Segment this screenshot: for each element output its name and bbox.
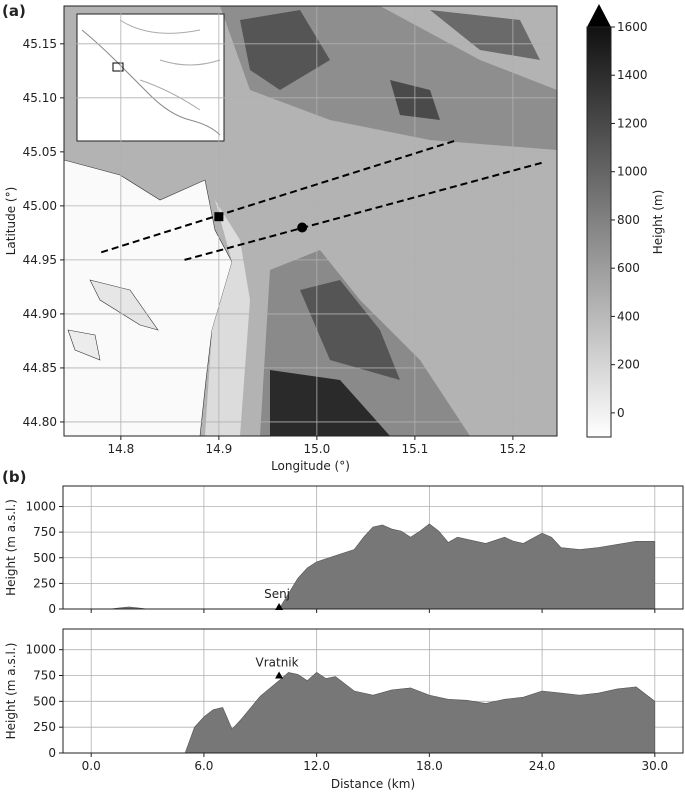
annotation: Vratnik [256, 656, 299, 670]
colorbar-tick-label: 1200 [617, 116, 648, 130]
site-marker [214, 212, 224, 222]
panel-label: (b) [2, 468, 26, 486]
y-tick-label: 500 [33, 694, 56, 708]
colorbar-extend [587, 4, 611, 27]
terrain-profile [91, 523, 656, 610]
colorbar-label: Height (m) [651, 190, 665, 255]
x-axis-label: Longitude (°) [271, 459, 350, 473]
annotation: Senj [264, 587, 290, 601]
x-tick-label: 12.0 [303, 759, 330, 773]
x-tick-label: 15.0 [304, 442, 331, 456]
terrain [64, 6, 557, 436]
y-axis-label: Height (m a.s.l.) [4, 643, 18, 740]
x-tick-label: 14.8 [107, 442, 134, 456]
annotation-marker [275, 671, 284, 679]
x-tick-label: 15.1 [402, 442, 429, 456]
y-tick-label: 44.95 [23, 253, 57, 267]
y-tick-label: 45.00 [23, 199, 57, 213]
x-tick-label: 6.0 [194, 759, 213, 773]
y-tick-label: 44.80 [23, 415, 57, 429]
axes-frame [62, 485, 684, 610]
axes-frame [62, 628, 684, 754]
inset-map [76, 13, 225, 142]
x-tick-label: 14.9 [205, 442, 232, 456]
y-tick-label: 44.85 [23, 361, 57, 375]
site-marker [297, 222, 308, 233]
x-tick-label: 15.2 [500, 442, 527, 456]
y-tick-label: 250 [33, 576, 56, 590]
y-tick-label: 0 [48, 746, 56, 760]
y-tick-label: 45.15 [23, 37, 57, 51]
y-axis-label: Height (m a.s.l.) [4, 499, 18, 596]
colorbar-tick-label: 1000 [617, 165, 648, 179]
y-tick-label: 44.90 [23, 307, 57, 321]
colorbar-tick-label: 400 [617, 309, 640, 323]
y-tick-label: 45.05 [23, 145, 57, 159]
axes-frame [63, 5, 558, 437]
terrain-profile [91, 672, 656, 754]
colorbar-tick-label: 0 [617, 406, 625, 420]
y-tick-label: 750 [33, 525, 56, 539]
y-tick-label: 250 [33, 720, 56, 734]
colorbar-tick-label: 1400 [617, 68, 648, 82]
colorbar-tick-label: 800 [617, 213, 640, 227]
y-axis-label: Latitude (°) [4, 187, 18, 256]
x-tick-label: 24.0 [529, 759, 556, 773]
colorbar-tick-label: 200 [617, 358, 640, 372]
colorbar [586, 26, 612, 438]
y-tick-label: 500 [33, 551, 56, 565]
annotation-marker [275, 602, 284, 610]
colorbar-tick-label: 1600 [617, 20, 648, 34]
y-tick-label: 1000 [25, 500, 56, 514]
x-axis-label: Distance (km) [331, 777, 415, 791]
y-tick-label: 0 [48, 602, 56, 616]
x-tick-label: 0.0 [82, 759, 101, 773]
transect [100, 140, 455, 254]
y-tick-label: 750 [33, 669, 56, 683]
colorbar-tick-label: 600 [617, 261, 640, 275]
transect [184, 161, 543, 261]
y-tick-label: 45.10 [23, 91, 57, 105]
x-tick-label: 30.0 [641, 759, 668, 773]
x-tick-label: 18.0 [416, 759, 443, 773]
panel-label: (a) [2, 2, 26, 20]
y-tick-label: 1000 [25, 643, 56, 657]
